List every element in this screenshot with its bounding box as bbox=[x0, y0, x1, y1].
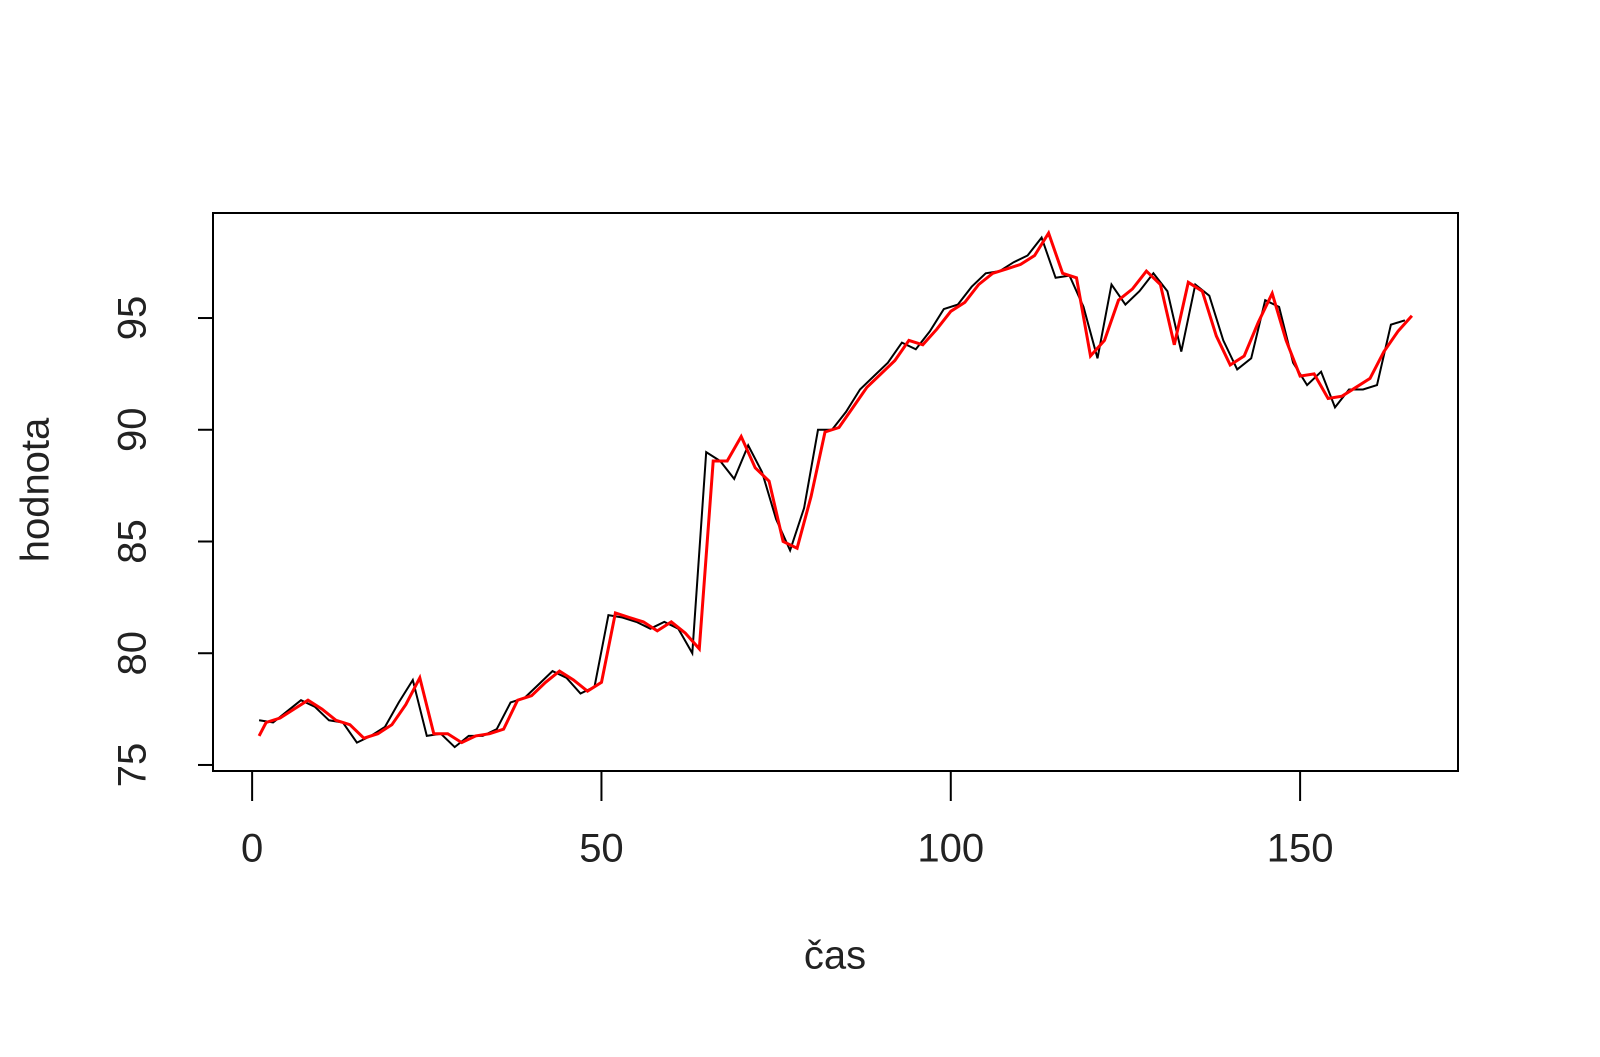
y-tick-label: 85 bbox=[111, 519, 155, 564]
y-axis-label: hodnota bbox=[14, 417, 58, 562]
x-tick-label: 50 bbox=[579, 827, 624, 871]
y-tick-label: 80 bbox=[111, 631, 155, 676]
x-tick-label: 0 bbox=[241, 827, 263, 871]
x-tick-label: 150 bbox=[1267, 827, 1334, 871]
series-line bbox=[257, 229, 1414, 745]
x-axis-label: čas bbox=[804, 934, 866, 978]
series-line bbox=[258, 235, 1406, 749]
y-tick-label: 75 bbox=[111, 743, 155, 788]
x-tick-label: 100 bbox=[917, 827, 984, 871]
y-tick-label: 95 bbox=[111, 296, 155, 341]
y-tick-label: 90 bbox=[111, 408, 155, 453]
